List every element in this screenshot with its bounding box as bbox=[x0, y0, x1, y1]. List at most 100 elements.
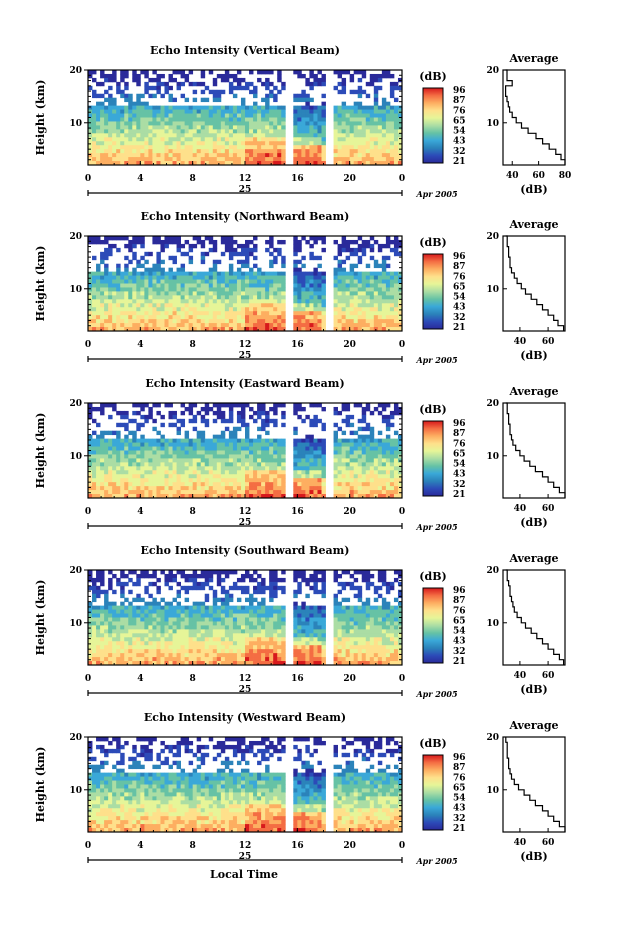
heatmap-cell bbox=[349, 454, 355, 459]
heatmap-cell bbox=[373, 466, 379, 471]
heatmap-cell bbox=[305, 271, 310, 276]
heatmap-cell bbox=[381, 458, 387, 463]
heatmap-cell bbox=[192, 609, 198, 614]
heatmap-cell bbox=[245, 291, 250, 296]
heatmap-cell bbox=[152, 311, 157, 316]
heatmap-cell bbox=[104, 486, 109, 491]
heatmap-cell bbox=[341, 494, 347, 499]
heatmap-cell bbox=[124, 438, 129, 443]
heatmap-cell bbox=[261, 97, 266, 103]
heatmap-cell bbox=[152, 279, 157, 284]
heatmap-cell bbox=[188, 454, 194, 459]
heatmap-cell bbox=[120, 77, 125, 83]
heatmap-cell bbox=[277, 307, 282, 312]
heatmap-cell bbox=[309, 157, 314, 162]
heatmap-cell bbox=[333, 307, 338, 312]
heatmap-cell bbox=[281, 299, 286, 304]
heatmap-cell bbox=[184, 299, 190, 304]
heatmap-cell bbox=[168, 295, 173, 300]
heatmap-cell bbox=[220, 577, 226, 583]
heatmap-cell bbox=[301, 145, 306, 150]
x-tick-label: 16 bbox=[291, 340, 304, 350]
heatmap-cell bbox=[249, 478, 254, 483]
heatmap-cell bbox=[317, 323, 322, 328]
heatmap-cell bbox=[112, 153, 117, 158]
heatmap-cell bbox=[136, 161, 141, 166]
heatmap-cell bbox=[333, 442, 338, 447]
heatmap-cell bbox=[236, 157, 242, 162]
heatmap-cell bbox=[297, 129, 302, 134]
heatmap-cell bbox=[188, 323, 194, 328]
profile-x-tick-label: 60 bbox=[542, 504, 555, 514]
heatmap-cell bbox=[204, 279, 210, 284]
heatmap-cell bbox=[140, 450, 145, 455]
heatmap-cell bbox=[192, 113, 198, 118]
heatmap-cell bbox=[180, 573, 186, 579]
heatmap-cell bbox=[373, 291, 379, 296]
heatmap-cell bbox=[389, 133, 395, 138]
heatmap-cell bbox=[208, 605, 214, 610]
heatmap-cell bbox=[124, 73, 129, 79]
heatmap-cell bbox=[188, 403, 194, 408]
heatmap-cell bbox=[132, 613, 137, 618]
heatmap-cell bbox=[204, 315, 210, 320]
heatmap-cell bbox=[104, 89, 109, 95]
heatmap-cell bbox=[365, 462, 371, 467]
heatmap-cell bbox=[245, 426, 250, 432]
heatmap-cell bbox=[220, 137, 226, 142]
heatmap-cell bbox=[345, 403, 351, 408]
heatmap-cell bbox=[389, 93, 395, 99]
heatmap-cell bbox=[128, 319, 133, 324]
heatmap-cell bbox=[176, 426, 181, 432]
x-tick-label: 16 bbox=[291, 174, 304, 184]
heatmap-cell bbox=[216, 486, 222, 491]
heatmap-cell bbox=[168, 327, 173, 332]
heatmap-cell bbox=[301, 113, 306, 118]
heatmap-cell bbox=[377, 287, 383, 292]
heatmap-cell bbox=[305, 129, 310, 134]
heatmap-cell bbox=[357, 109, 363, 114]
heatmap-cell bbox=[236, 125, 242, 130]
heatmap-cell bbox=[104, 149, 109, 154]
heatmap-cell bbox=[257, 450, 262, 455]
heatmap-cell bbox=[204, 581, 210, 587]
heatmap-cell bbox=[245, 299, 250, 304]
heatmap-cell bbox=[269, 271, 274, 276]
heatmap-cell bbox=[321, 295, 326, 300]
heatmap-cell bbox=[373, 85, 379, 91]
heatmap-cell bbox=[361, 601, 367, 607]
heatmap-cell bbox=[240, 442, 246, 447]
heatmap-cell bbox=[148, 446, 153, 451]
heatmap-cell bbox=[168, 422, 173, 428]
heatmap-cell bbox=[140, 239, 145, 245]
heatmap-cell bbox=[397, 145, 403, 150]
heatmap-cell bbox=[228, 486, 234, 491]
heatmap-cell bbox=[365, 573, 371, 579]
heatmap-cell bbox=[196, 478, 202, 483]
heatmap-cell bbox=[228, 446, 234, 451]
heatmap-cell bbox=[212, 307, 218, 312]
heatmap-cell bbox=[281, 117, 286, 122]
heatmap-cell bbox=[212, 267, 218, 273]
heatmap-cell bbox=[277, 149, 282, 154]
heatmap-cell bbox=[168, 609, 173, 614]
heatmap-cell bbox=[293, 137, 298, 142]
heatmap-cell bbox=[100, 323, 105, 328]
heatmap-cell bbox=[236, 295, 242, 300]
heatmap-cell bbox=[281, 450, 286, 455]
heatmap-cell bbox=[321, 315, 326, 320]
heatmap-cell bbox=[373, 109, 379, 114]
heatmap-cell bbox=[104, 117, 109, 122]
colorbar-tick-label: 43 bbox=[453, 470, 466, 480]
heatmap-cell bbox=[100, 589, 105, 595]
heatmap-cell bbox=[200, 585, 206, 591]
heatmap-cell bbox=[100, 442, 105, 447]
heatmap-cell bbox=[389, 125, 395, 130]
heatmap-cell bbox=[196, 474, 202, 479]
heatmap-cell bbox=[92, 406, 97, 412]
heatmap-cell bbox=[140, 422, 145, 428]
x-tick-label: 4 bbox=[137, 174, 143, 184]
heatmap-cell bbox=[180, 133, 186, 138]
heatmap-cell bbox=[353, 303, 359, 308]
heatmap-cell bbox=[277, 327, 282, 332]
